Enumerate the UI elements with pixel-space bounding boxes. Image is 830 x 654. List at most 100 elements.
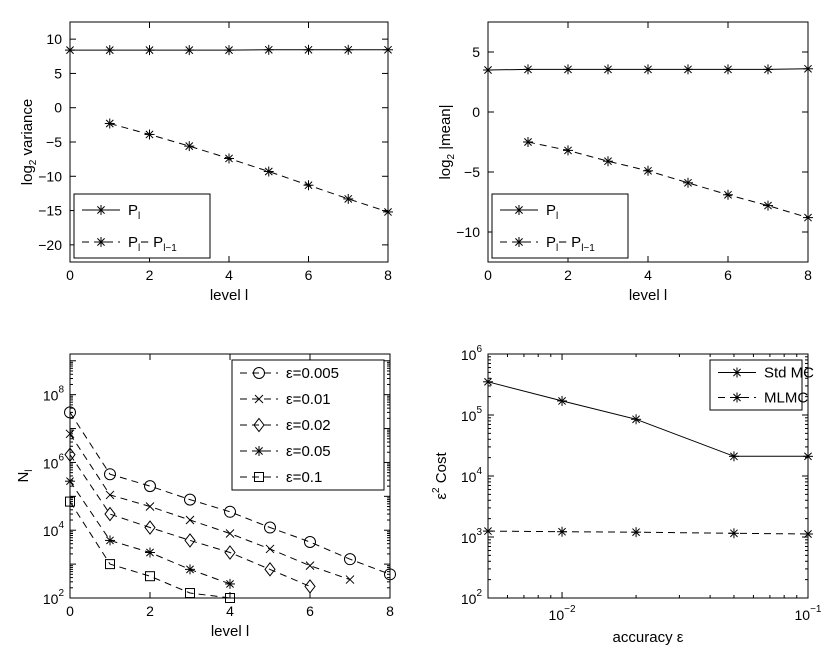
data-point [728, 451, 739, 462]
data-point [384, 568, 396, 581]
legend-label: ε=0.02 [286, 417, 331, 434]
y-tick-label: 5 [472, 44, 480, 60]
y-tick-label: 5 [54, 65, 62, 81]
data-point [264, 562, 276, 577]
data-point [523, 137, 533, 147]
series-0 [65, 44, 393, 56]
y-tick-label: 103 [461, 527, 483, 546]
data-point [303, 180, 314, 191]
legend-entry-1: Pl− Pl−1 [500, 234, 595, 254]
series-line [69, 433, 351, 581]
data-point [64, 406, 76, 419]
y-axis-label: ε2 Cost [431, 452, 450, 500]
data-point [482, 376, 493, 387]
y-tick-label: 106 [461, 344, 483, 363]
data-point [763, 64, 773, 75]
data-point [304, 579, 316, 594]
legend-marker [96, 237, 106, 247]
data-point [184, 141, 195, 152]
y-tick-label: −5 [46, 134, 62, 150]
legend-marker [253, 417, 265, 433]
data-point [343, 193, 354, 204]
y-tick-label: 102 [43, 588, 65, 607]
data-point [723, 189, 733, 200]
x-tick-label: 10−1 [795, 604, 822, 623]
data-point [683, 177, 693, 188]
legend-entry-1: Pl− Pl−1 [82, 234, 177, 254]
series-line [487, 530, 809, 535]
x-axis-label: level l [210, 287, 248, 304]
data-point [105, 535, 115, 546]
data-point [184, 45, 195, 56]
legend: Pl Pl− Pl−1 [491, 193, 629, 259]
series-line [69, 412, 391, 575]
legend-label: Pl [546, 202, 558, 222]
y-tick-label: −20 [38, 237, 62, 253]
data-point [631, 527, 642, 538]
data-point [224, 545, 236, 560]
legend-label: ε=0.05 [286, 443, 331, 460]
y-tick-label: 105 [461, 405, 483, 424]
data-point [144, 480, 156, 493]
data-point [64, 447, 76, 462]
legend-entry-4: ε=0.1 [240, 469, 322, 486]
series-0 [64, 406, 396, 581]
legend-entry-0: ε=0.005 [240, 365, 339, 382]
data-point [803, 63, 813, 74]
data-point [224, 45, 234, 56]
x-tick-label: 4 [226, 603, 234, 619]
x-axis-label: accuracy ε [613, 629, 684, 646]
data-point [803, 451, 813, 462]
data-point [104, 118, 115, 129]
x-tick-label: 0 [66, 603, 74, 619]
x-tick-label: 2 [146, 603, 154, 619]
data-point [643, 165, 653, 176]
chart-cost-vs-accuracy: 10−2 10−1 102 103 104 105 106 accuracy ε ε2 Cost… [431, 344, 822, 646]
series-2 [64, 447, 316, 594]
data-point [185, 588, 195, 599]
y-tick-label: 0 [472, 104, 480, 120]
data-point [65, 476, 75, 487]
data-point [144, 45, 155, 56]
data-point [683, 64, 693, 75]
data-point [145, 547, 155, 558]
y-tick-label: 102 [461, 588, 483, 607]
x-tick-label: 8 [386, 603, 394, 619]
data-point [225, 578, 235, 589]
legend: ε=0.005 ε=0.01 ε=0.02 ε=0.05 ε=0.1 [231, 359, 385, 491]
series-line [527, 141, 809, 219]
data-point [145, 571, 155, 582]
data-point [482, 526, 493, 537]
data-point [263, 166, 274, 177]
y-axis-label: log2 variance [19, 99, 39, 185]
data-point [65, 45, 75, 56]
data-point [265, 544, 275, 554]
y-tick-label: 108 [43, 385, 65, 404]
data-point [305, 561, 315, 571]
data-point [345, 575, 355, 584]
series-1 [65, 429, 355, 584]
legend-entry-0: Pl [82, 202, 140, 222]
data-point [144, 129, 155, 140]
data-point [65, 496, 75, 507]
x-tick-label: 2 [564, 267, 572, 283]
legend-entry-1: ε=0.01 [240, 391, 331, 408]
legend-marker [514, 205, 524, 215]
y-tick-label: 104 [461, 466, 483, 485]
legend-entry-0: Std MC [718, 365, 814, 382]
data-point [557, 395, 568, 406]
data-point [344, 553, 356, 566]
legend-marker [254, 394, 264, 404]
series-line [109, 123, 389, 213]
legend-marker [254, 472, 264, 482]
data-point [225, 593, 235, 603]
y-axis-label: Nl [15, 469, 35, 482]
legend: Std MC MLMC [709, 359, 814, 411]
y-tick-label: 10 [46, 31, 62, 47]
x-tick-label: 4 [644, 267, 652, 283]
legend-entry-3: ε=0.05 [240, 443, 331, 460]
x-tick-label: 0 [66, 267, 74, 283]
legend-label: ε=0.01 [286, 391, 331, 408]
data-point [65, 429, 75, 439]
